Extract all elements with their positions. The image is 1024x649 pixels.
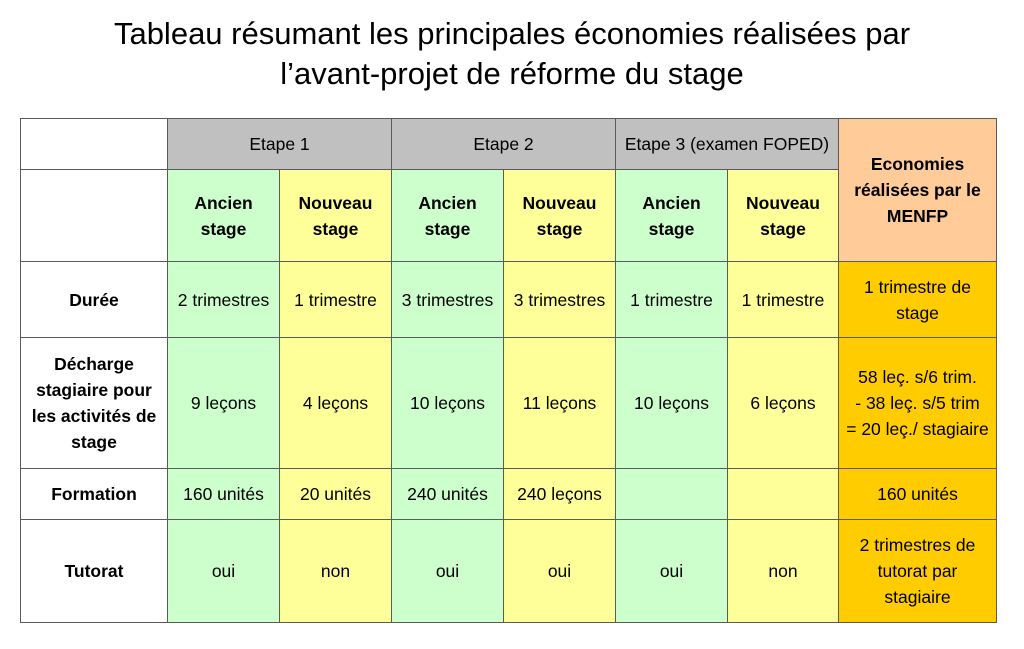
table-cell: 10 leçons xyxy=(615,337,728,469)
table-cell: 9 leçons xyxy=(167,337,280,469)
table-cell: 4 leçons xyxy=(279,337,392,469)
corner-cell xyxy=(20,118,168,170)
economy-line: 58 leç. s/6 trim. xyxy=(858,367,977,387)
table-cell: 3 trimestres xyxy=(503,261,616,338)
table-cell: non xyxy=(279,519,392,623)
economy-cell-duree: 1 trimestre de stage xyxy=(838,261,997,338)
row-label-tutorat: Tutorat xyxy=(20,519,168,623)
table-cell: 240 unités xyxy=(391,468,504,520)
economy-cell-tutorat: 2 trimestres de tutorat par stagiaire xyxy=(838,519,997,623)
table-cell: 240 leçons xyxy=(503,468,616,520)
table-cell: 1 trimestre xyxy=(727,261,839,338)
table-row: Formation 160 unités 20 unités 240 unité… xyxy=(20,468,997,520)
page-title: Tableau résumant les principales économi… xyxy=(0,14,1024,94)
table-row: Durée 2 trimestres 1 trimestre 3 trimest… xyxy=(20,261,997,338)
economy-cell-formation: 160 unités xyxy=(838,468,997,520)
table-cell: 11 leçons xyxy=(503,337,616,469)
economies-header: Economies réalisées par le MENFP xyxy=(838,118,997,262)
economy-cell-decharge: 58 leç. s/6 trim. - 38 leç. s/5 trim = 2… xyxy=(838,337,997,469)
table-cell: 160 unités xyxy=(167,468,280,520)
subheader-ancien-2: Ancien stage xyxy=(391,169,504,262)
header-row-stages: Etape 1 Etape 2 Etape 3 (examen FOPED) E… xyxy=(20,118,997,262)
table-cell: 20 unités xyxy=(279,468,392,520)
table-cell: 2 trimestres xyxy=(167,261,280,338)
subheader-nouveau-2: Nouveau stage xyxy=(503,169,616,262)
table-cell: 1 trimestre xyxy=(615,261,728,338)
table-cell: 3 trimestres xyxy=(391,261,504,338)
table-cell xyxy=(615,468,728,520)
corner-cell-2 xyxy=(20,169,168,262)
economy-line: - 38 leç. s/5 trim xyxy=(855,393,980,413)
header-row-types: Ancien stage Nouveau stage Ancien stage … xyxy=(20,169,997,262)
economy-line: = 20 leç./ stagiaire xyxy=(846,419,989,439)
subheader-ancien-1: Ancien stage xyxy=(167,169,280,262)
savings-table: Etape 1 Etape 2 Etape 3 (examen FOPED) E… xyxy=(20,118,997,623)
row-label-formation: Formation xyxy=(20,468,168,520)
row-label-duree: Durée xyxy=(20,261,168,338)
subheader-ancien-3: Ancien stage xyxy=(615,169,728,262)
table-row: Décharge stagiaire pour les activités de… xyxy=(20,337,997,469)
subheader-nouveau-3: Nouveau stage xyxy=(727,169,839,262)
stage-header-1: Etape 1 xyxy=(167,118,392,170)
table-cell: oui xyxy=(615,519,728,623)
table-cell: oui xyxy=(391,519,504,623)
row-label-decharge: Décharge stagiaire pour les activités de… xyxy=(20,337,168,469)
stage-header-3: Etape 3 (examen FOPED) xyxy=(615,118,839,170)
table-cell: non xyxy=(727,519,839,623)
title-line-2: l’avant-projet de réforme du stage xyxy=(280,56,744,91)
title-line-1: Tableau résumant les principales économi… xyxy=(113,16,911,51)
table-cell xyxy=(727,468,839,520)
table-cell: 10 leçons xyxy=(391,337,504,469)
subheader-nouveau-1: Nouveau stage xyxy=(279,169,392,262)
stage-header-2: Etape 2 xyxy=(391,118,616,170)
table-cell: 6 leçons xyxy=(727,337,839,469)
table-cell: oui xyxy=(167,519,280,623)
table-row: Tutorat oui non oui oui oui non 2 trimes… xyxy=(20,519,997,623)
table-cell: 1 trimestre xyxy=(279,261,392,338)
table-cell: oui xyxy=(503,519,616,623)
